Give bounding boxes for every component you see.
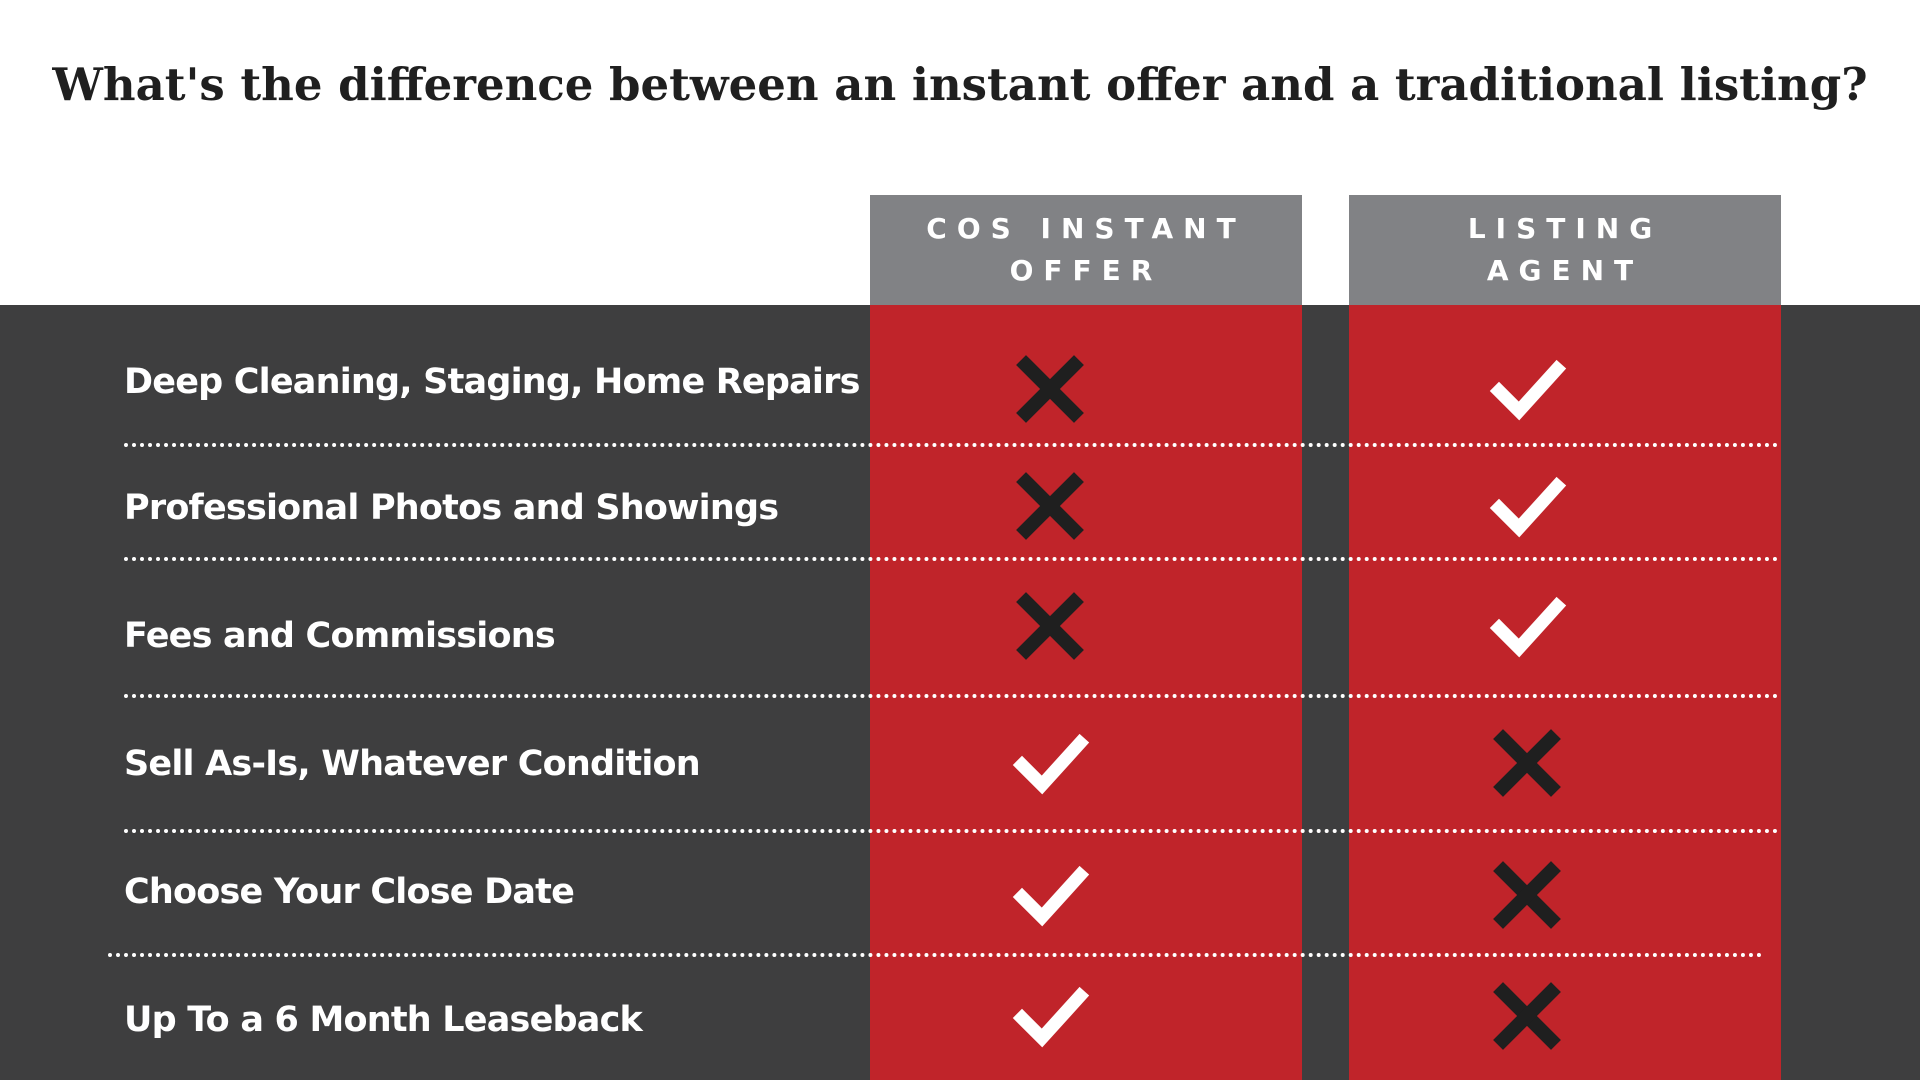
row-divider bbox=[108, 953, 1763, 957]
row-label: Up To a 6 Month Leaseback bbox=[124, 1000, 643, 1040]
column-header-line: OFFER bbox=[1009, 254, 1163, 287]
check-icon bbox=[1487, 349, 1567, 429]
row-divider bbox=[124, 557, 1779, 561]
x-icon bbox=[1487, 855, 1567, 935]
row-divider bbox=[124, 694, 1779, 698]
x-icon bbox=[1487, 976, 1567, 1056]
page-title: What's the difference between an instant… bbox=[52, 58, 1868, 111]
row-divider bbox=[124, 829, 1779, 833]
check-icon bbox=[1010, 976, 1090, 1056]
check-icon bbox=[1010, 723, 1090, 803]
row-label: Choose Your Close Date bbox=[124, 872, 575, 912]
check-icon bbox=[1487, 586, 1567, 666]
x-icon bbox=[1010, 586, 1090, 666]
column-instant-offer bbox=[870, 305, 1302, 1080]
check-icon bbox=[1487, 466, 1567, 546]
x-icon bbox=[1010, 466, 1090, 546]
row-divider bbox=[124, 443, 1779, 447]
x-icon bbox=[1010, 349, 1090, 429]
column-header-listing-agent: LISTING AGENT bbox=[1349, 195, 1781, 305]
column-listing-agent bbox=[1349, 305, 1781, 1080]
check-icon bbox=[1010, 855, 1090, 935]
x-icon bbox=[1487, 723, 1567, 803]
row-label: Fees and Commissions bbox=[124, 616, 556, 656]
column-header-line: COS INSTANT bbox=[926, 212, 1246, 245]
column-header-line: AGENT bbox=[1486, 254, 1644, 287]
row-label: Deep Cleaning, Staging, Home Repairs bbox=[124, 362, 860, 402]
column-header-line: LISTING bbox=[1467, 212, 1663, 245]
row-label: Sell As-Is, Whatever Condition bbox=[124, 744, 701, 784]
row-label: Professional Photos and Showings bbox=[124, 488, 779, 528]
column-header-instant-offer: COS INSTANT OFFER bbox=[870, 195, 1302, 305]
